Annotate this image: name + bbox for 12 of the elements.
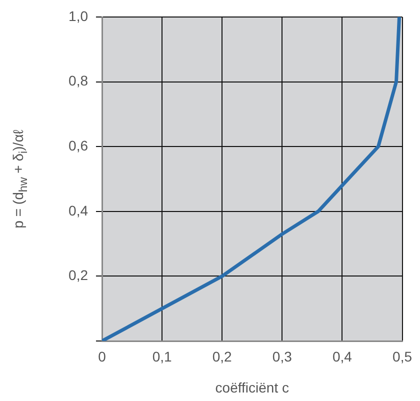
x-tick-label: 0,3 bbox=[272, 348, 292, 364]
y-tick-label: 0,2 bbox=[68, 267, 88, 284]
x-tick-label: 0 bbox=[98, 348, 106, 364]
x-axis-title: coëfficiënt c bbox=[215, 379, 289, 396]
x-tick-label: 0,4 bbox=[332, 348, 352, 364]
y-tick-label: 1,0 bbox=[68, 8, 88, 24]
x-tick-label: 0,2 bbox=[212, 348, 232, 364]
x-tick-label: 0,5 bbox=[392, 348, 412, 364]
x-tick-label: 0,1 bbox=[152, 348, 172, 364]
y-tick-label: 0,6 bbox=[68, 137, 88, 154]
y-tick-label: 0,4 bbox=[68, 202, 88, 218]
y-tick-label: 0,8 bbox=[68, 72, 88, 89]
